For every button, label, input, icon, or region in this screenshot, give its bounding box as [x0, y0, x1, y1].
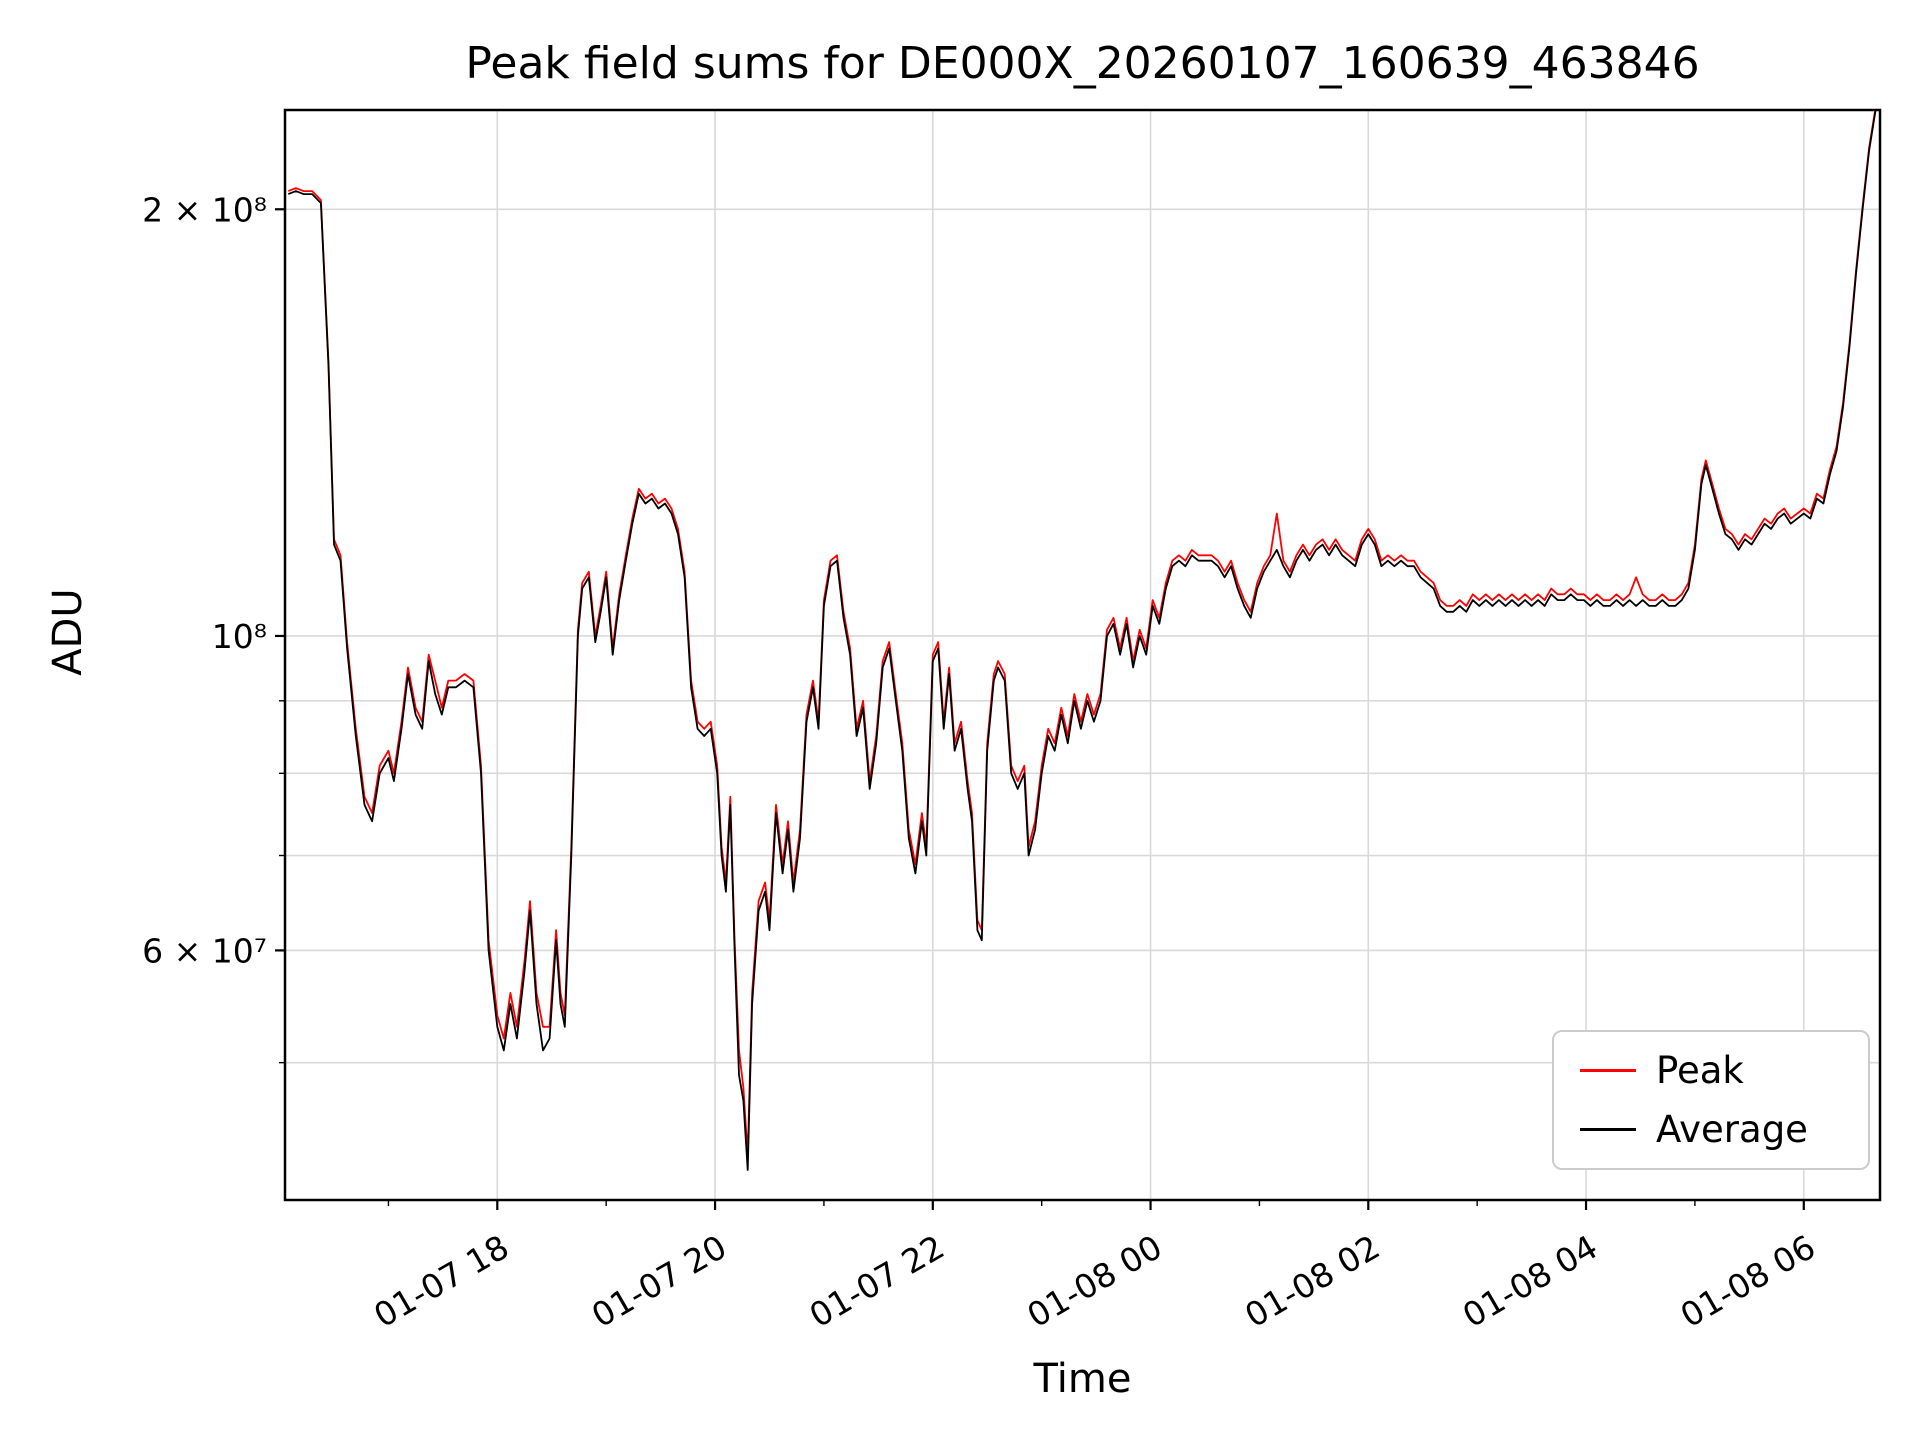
svg-text:01-07 20: 01-07 20	[585, 1227, 733, 1335]
svg-text:01-08 00: 01-08 00	[1021, 1227, 1169, 1335]
svg-text:01-08 02: 01-08 02	[1238, 1227, 1386, 1335]
average-line	[287, 110, 1877, 1171]
svg-text:01-07 18: 01-07 18	[367, 1227, 515, 1335]
y-axis-label: ADU	[45, 588, 91, 676]
x-axis-label: Time	[1033, 1356, 1132, 1402]
svg-text:2 × 10⁸: 2 × 10⁸	[142, 190, 267, 229]
svg-text:01-08 04: 01-08 04	[1456, 1227, 1604, 1335]
grid-lines	[285, 110, 1880, 1200]
svg-text:01-08 06: 01-08 06	[1674, 1227, 1822, 1335]
chart-title: Peak field sums for DE000X_20260107_1606…	[465, 38, 1700, 89]
legend-entry-average: Average	[1580, 1108, 1842, 1151]
average-line-sample	[1580, 1128, 1636, 1131]
legend-label-average: Average	[1656, 1108, 1808, 1151]
legend-entry-peak: Peak	[1580, 1049, 1842, 1092]
svg-text:01-07 22: 01-07 22	[803, 1227, 951, 1335]
peak-line	[287, 110, 1877, 1157]
svg-text:10⁸: 10⁸	[212, 617, 267, 656]
svg-text:6 × 10⁷: 6 × 10⁷	[142, 931, 267, 970]
y-axis-ticks: 6 × 10⁷ 10⁸ 2 × 10⁸	[142, 190, 285, 1064]
legend: Peak Average	[1552, 1030, 1870, 1170]
x-axis-ticks: 01-07 18 01-07 20 01-07 22 01-08 00 01-08 02…	[367, 1200, 1822, 1335]
legend-label-peak: Peak	[1656, 1049, 1744, 1092]
plot-border	[283, 108, 1882, 1202]
peak-line-sample	[1580, 1069, 1636, 1072]
